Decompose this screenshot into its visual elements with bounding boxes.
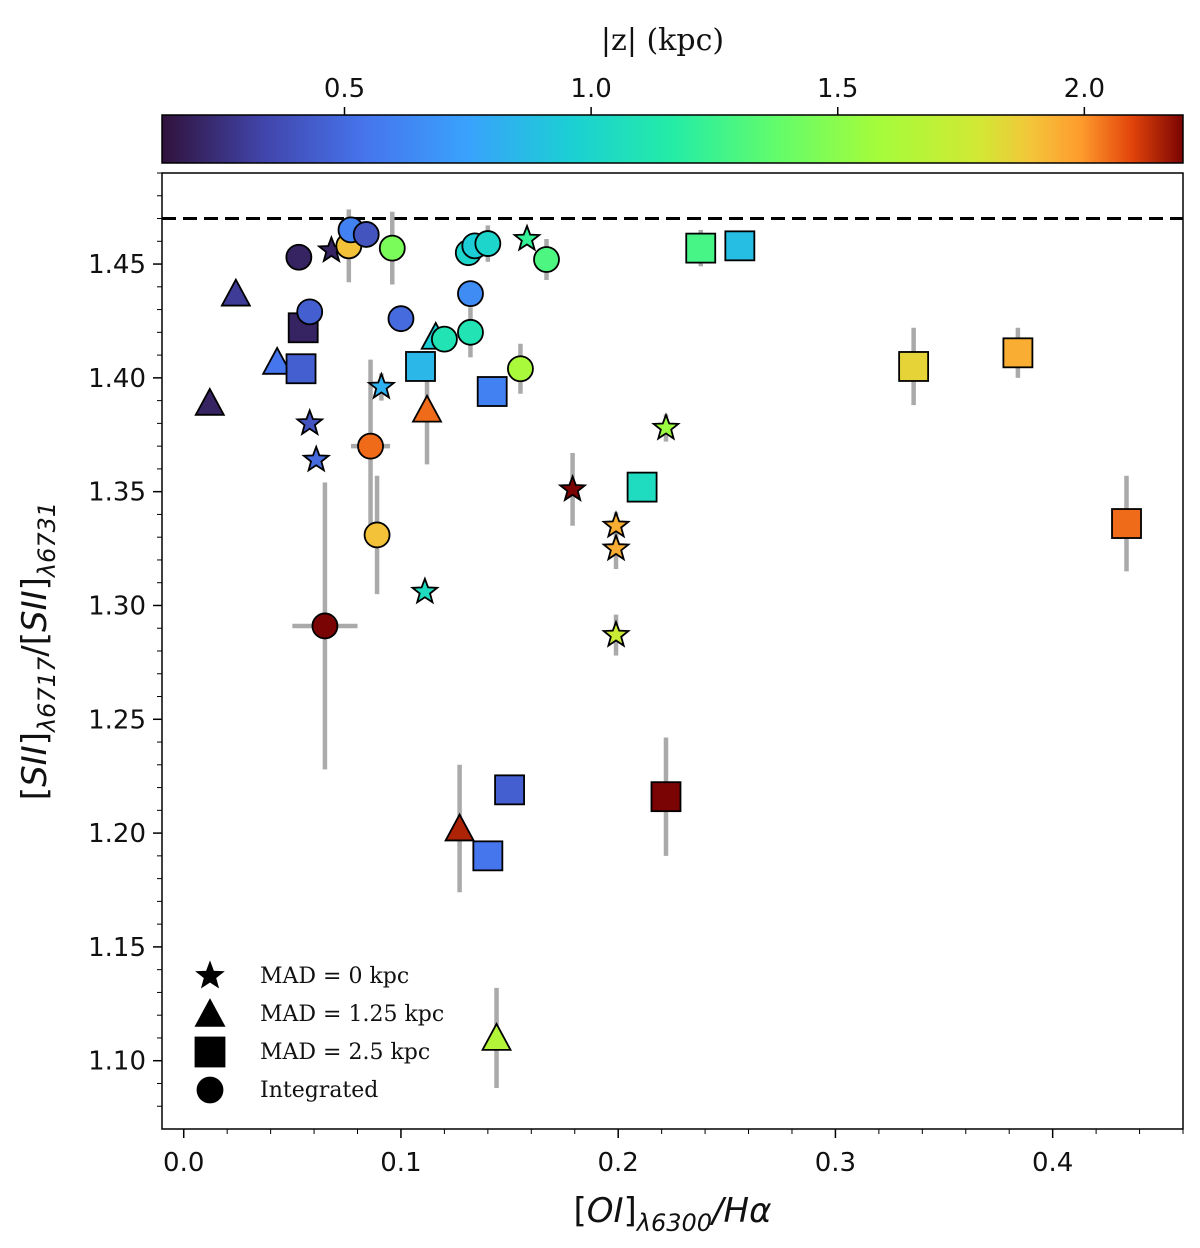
y-label-sub1: λ6717 xyxy=(33,656,61,734)
legend-square-icon xyxy=(194,1036,226,1068)
triangle-point xyxy=(194,387,226,416)
circle-point xyxy=(387,305,415,333)
legend: MAD = 0 kpc MAD = 1.25 kpc MAD = 2.5 kpc In… xyxy=(194,960,444,1104)
y-tick-label: 1.10 xyxy=(88,1047,146,1077)
triangle-point xyxy=(444,812,476,842)
x-label-sub: λ6300 xyxy=(635,1209,712,1237)
x-tick-label: 0.4 xyxy=(1032,1148,1073,1178)
square-point xyxy=(685,232,717,264)
square-point xyxy=(472,840,504,872)
circle-point xyxy=(296,298,324,326)
square-point xyxy=(1111,508,1142,539)
circle-point xyxy=(285,243,313,271)
y-label-main2: SII xyxy=(15,590,55,632)
y-tick-label: 1.40 xyxy=(88,364,146,394)
star-point xyxy=(651,412,681,441)
y-tick-label: 1.35 xyxy=(88,478,146,508)
star-point xyxy=(410,576,440,605)
star-point xyxy=(601,510,631,539)
x-label-post: /Hα xyxy=(709,1191,771,1231)
star-point xyxy=(301,444,332,473)
circle-point xyxy=(431,325,458,353)
y-tick-label: 1.45 xyxy=(88,250,146,280)
legend-label: MAD = 1.25 kpc xyxy=(260,1002,444,1027)
x-tick-label: 0.1 xyxy=(380,1148,421,1178)
colorbar-tick-label: 1.5 xyxy=(817,74,858,104)
triangle-point xyxy=(481,1022,513,1051)
x-label-pre: [ xyxy=(573,1191,586,1231)
y-label-slash: /[ xyxy=(15,632,55,657)
colorbar-tick-label: 2.0 xyxy=(1064,74,1105,104)
y-tick-label: 1.25 xyxy=(88,705,146,735)
circle-point xyxy=(474,230,502,257)
x-tick-label: 0.0 xyxy=(163,1148,204,1178)
y-axis-label: [SII]λ6717/[SII]λ6731 xyxy=(15,502,61,800)
y-label-pre: [ xyxy=(15,787,55,800)
y-tick-label: 1.15 xyxy=(88,933,146,963)
x-axis: 0.0 0.1 0.2 0.3 0.4 xyxy=(163,1129,1184,1178)
y-tick-label: 1.30 xyxy=(88,591,146,621)
error-bars xyxy=(292,209,1129,1089)
star-point xyxy=(557,473,588,502)
circle-point xyxy=(352,221,380,248)
circle-point xyxy=(363,521,391,549)
triangle-point xyxy=(411,393,443,423)
colorbar-label: |z| (kpc) xyxy=(601,23,724,58)
square-point xyxy=(476,376,508,407)
y-label-main: SII xyxy=(15,745,55,787)
circle-point xyxy=(378,234,406,262)
legend-label: MAD = 0 kpc xyxy=(260,964,409,989)
colorbar: 0.5 1.0 1.5 2.0 |z| (kpc) xyxy=(161,23,1184,164)
circle-point xyxy=(507,355,534,383)
y-tick-label: 1.20 xyxy=(88,819,146,849)
star-point xyxy=(294,407,325,436)
star-point xyxy=(601,533,631,562)
y-axis: 1.10 1.15 1.20 1.25 1.30 1.35 1.40 1.45 xyxy=(88,172,162,1107)
square-point xyxy=(650,781,682,813)
circle-point xyxy=(457,318,484,346)
x-label-main: OI xyxy=(587,1191,624,1231)
x-tick-label: 0.3 xyxy=(815,1148,856,1178)
plot-area: 0.0 0.1 0.2 0.3 0.4 1.10 1.15 1.20 1.25 1.30 1.35… xyxy=(88,172,1184,1178)
star-point xyxy=(366,371,397,400)
data-markers xyxy=(194,216,1142,1051)
square-point xyxy=(405,351,436,382)
y-label-mid: ] xyxy=(15,732,55,745)
y-label-sub2: λ6731 xyxy=(33,502,61,579)
legend-label: Integrated xyxy=(260,1078,378,1103)
star-point xyxy=(601,619,631,648)
square-point xyxy=(494,774,525,806)
legend-label: MAD = 2.5 kpc xyxy=(260,1040,430,1065)
x-label-mid: ] xyxy=(624,1191,637,1231)
legend-circle-icon xyxy=(196,1076,224,1104)
x-tick-label: 0.2 xyxy=(598,1148,639,1178)
square-point xyxy=(626,471,658,503)
square-point xyxy=(898,351,930,382)
y-label-mid2: ] xyxy=(15,577,55,590)
square-point xyxy=(285,353,317,385)
square-point xyxy=(724,230,756,262)
legend-triangle-icon xyxy=(194,998,226,1027)
square-point xyxy=(1002,337,1034,369)
x-axis-label: [OI]λ6300/Hα xyxy=(573,1191,771,1237)
colorbar-tick-label: 1.0 xyxy=(570,74,611,104)
circle-point xyxy=(311,612,339,640)
triangle-point xyxy=(261,346,293,375)
legend-star-icon xyxy=(195,960,225,989)
circle-point xyxy=(357,432,384,460)
triangle-point xyxy=(220,277,252,307)
circle-point xyxy=(457,280,484,308)
circle-point xyxy=(533,246,560,273)
colorbar-gradient xyxy=(161,114,1184,164)
star-point xyxy=(512,223,542,252)
colorbar-tick-label: 0.5 xyxy=(324,74,365,104)
